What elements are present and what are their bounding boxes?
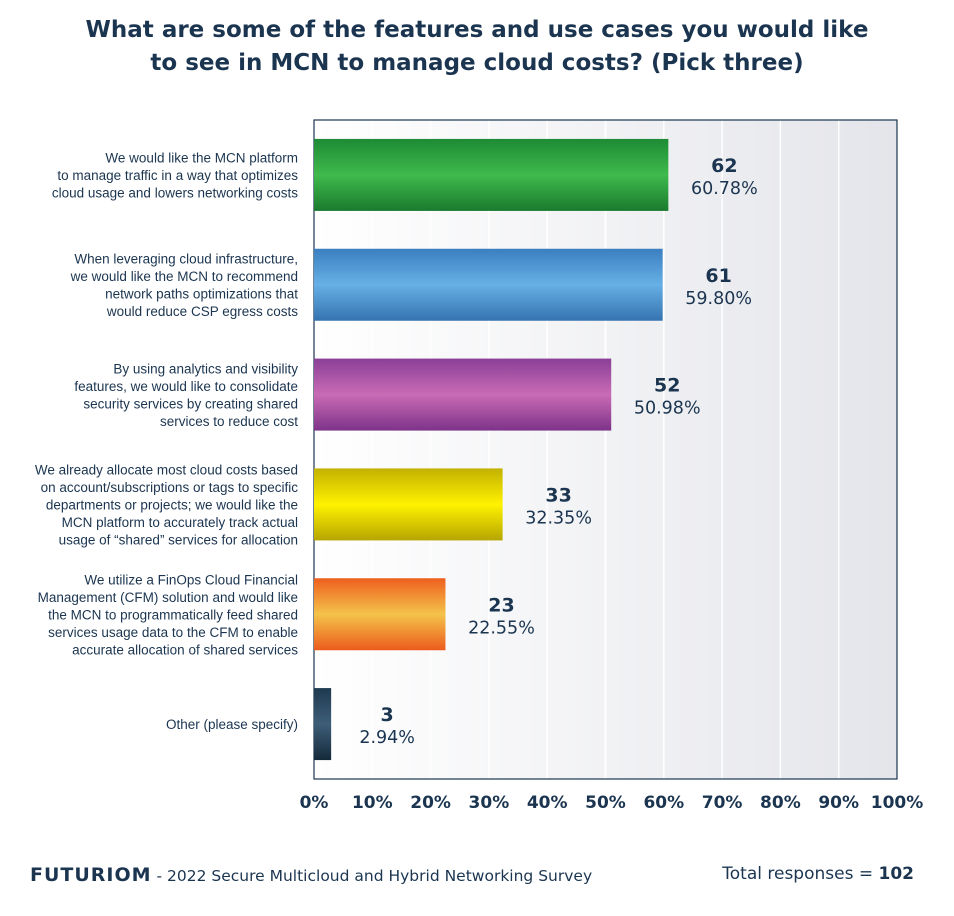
category-label: We would like the MCN platform to manage …: [52, 150, 298, 200]
category-label: Other (please specify): [166, 717, 298, 732]
x-tick-label: 10%: [352, 793, 393, 813]
chart-title-line-1: What are some of the features and use ca…: [85, 17, 869, 43]
data-label-percent: 22.55%: [468, 618, 535, 638]
category-label: When leveraging cloud infrastructure, we …: [70, 252, 299, 320]
bar: [314, 578, 446, 651]
bar: [314, 358, 612, 431]
total-responses-value: 102: [878, 864, 915, 884]
x-tick-label: 80%: [760, 793, 801, 813]
brand-logo: FUTURIOM: [30, 864, 152, 886]
footer-source: FUTURIOM - 2022 Secure Multicloud and Hy…: [30, 864, 592, 886]
x-tick-label: 20%: [410, 793, 451, 813]
x-tick-label: 70%: [702, 793, 743, 813]
x-tick-label: 40%: [527, 793, 568, 813]
survey-name: - 2022 Secure Multicloud and Hybrid Netw…: [151, 867, 593, 885]
total-responses: Total responses = 102: [722, 864, 914, 884]
data-label-count: 62: [711, 155, 737, 177]
x-tick-label: 0%: [300, 793, 329, 813]
category-label: We already allocate most cloud costs bas…: [35, 462, 298, 547]
bar: [314, 248, 663, 321]
bar: [314, 468, 503, 541]
data-label-percent: 2.94%: [359, 728, 415, 748]
data-label-percent: 59.80%: [685, 289, 752, 309]
data-label-percent: 50.98%: [634, 399, 701, 419]
category-label: By using analytics and visibility feature…: [74, 361, 298, 429]
data-label-count: 52: [654, 375, 680, 397]
data-label-count: 23: [488, 594, 514, 616]
data-label-count: 33: [545, 484, 571, 506]
x-tick-label: 50%: [585, 793, 626, 813]
data-label-percent: 32.35%: [525, 508, 592, 528]
x-tick-label: 90%: [818, 793, 859, 813]
data-label-count: 61: [705, 265, 731, 287]
bar: [314, 688, 332, 761]
bar: [314, 138, 669, 211]
x-tick-label: 100%: [871, 793, 924, 813]
chart-title: What are some of the features and use ca…: [40, 14, 914, 80]
total-responses-label: Total responses =: [722, 864, 879, 884]
x-tick-label: 30%: [469, 793, 510, 813]
data-label-percent: 60.78%: [691, 179, 758, 199]
data-label-count: 3: [381, 704, 394, 726]
chart-title-line-2: to see in MCN to manage cloud costs? (Pi…: [150, 50, 804, 76]
category-label: We utilize a FinOps Cloud Financial Manag…: [38, 572, 299, 657]
plot-border: [313, 119, 898, 780]
x-tick-label: 60%: [643, 793, 684, 813]
